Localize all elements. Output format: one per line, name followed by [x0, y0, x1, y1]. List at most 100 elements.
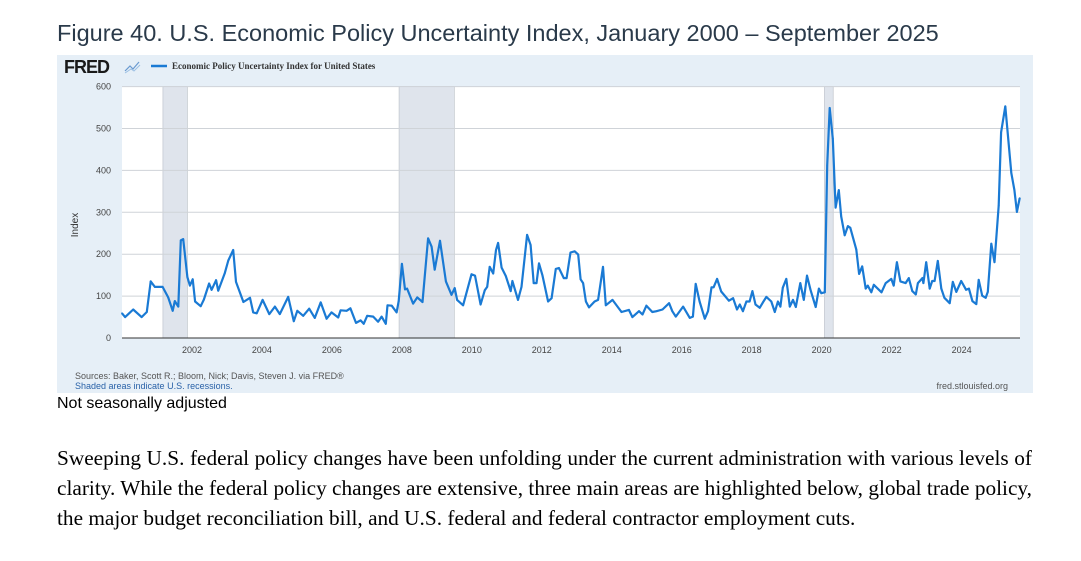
- data-point: [404, 288, 406, 291]
- data-point: [308, 307, 311, 310]
- data-point: [319, 301, 322, 304]
- data-point: [661, 308, 664, 311]
- data-point: [748, 300, 751, 303]
- data-point: [620, 311, 623, 313]
- data-point: [631, 316, 634, 318]
- data-point: [397, 300, 400, 302]
- data-point: [840, 215, 843, 218]
- data-point: [124, 316, 126, 318]
- x-tick-label: 2004: [252, 345, 272, 355]
- data-point: [249, 296, 251, 299]
- data-point: [831, 137, 834, 140]
- data-point: [781, 286, 784, 289]
- data-point: [716, 278, 718, 280]
- data-point: [655, 310, 658, 313]
- data-point: [742, 310, 744, 313]
- data-point: [366, 314, 369, 317]
- data-point: [745, 300, 748, 303]
- x-tick-label: 2024: [952, 345, 972, 355]
- data-point: [604, 304, 607, 307]
- data-point: [558, 267, 560, 269]
- data-point: [602, 265, 604, 268]
- data-point: [362, 322, 365, 325]
- data-point: [880, 291, 883, 294]
- data-point: [692, 315, 694, 318]
- data-point: [884, 282, 887, 284]
- data-point: [495, 249, 497, 251]
- data-point: [765, 296, 768, 298]
- data-point: [914, 293, 917, 296]
- data-point: [509, 290, 512, 292]
- data-point: [981, 294, 984, 297]
- data-point: [132, 308, 135, 311]
- data-point: [492, 272, 495, 275]
- recession-note: Shaded areas indicate U.S. recessions.: [75, 381, 233, 391]
- data-point: [500, 266, 503, 269]
- body-paragraph: Sweeping U.S. federal policy changes hav…: [57, 446, 1032, 530]
- x-tick-label: 2020: [812, 345, 832, 355]
- data-point: [820, 292, 823, 295]
- source-note: Sources: Baker, Scott R.; Bloom, Nick; D…: [75, 371, 344, 381]
- figure-title: Figure 40. U.S. Economic Policy Uncertai…: [57, 20, 939, 46]
- data-point: [965, 288, 967, 291]
- data-point: [145, 311, 148, 313]
- data-point: [864, 287, 867, 290]
- y-tick-label: 400: [96, 165, 111, 175]
- data-point: [638, 310, 640, 313]
- x-tick-label: 2002: [182, 345, 202, 355]
- data-point: [984, 296, 987, 299]
- data-point: [720, 290, 723, 293]
- data-point: [550, 297, 553, 300]
- data-point: [955, 291, 958, 293]
- data-point: [698, 300, 701, 303]
- data-point: [896, 261, 898, 264]
- data-point: [751, 290, 754, 292]
- data-point: [940, 287, 943, 290]
- data-point: [641, 313, 644, 316]
- data-point: [154, 286, 156, 288]
- data-point: [439, 239, 441, 242]
- data-point: [921, 277, 924, 279]
- data-point: [390, 304, 393, 307]
- y-tick-label: 100: [96, 291, 111, 301]
- data-point: [223, 272, 226, 274]
- data-point: [462, 304, 464, 307]
- data-point: [593, 300, 596, 303]
- data-point: [936, 260, 939, 262]
- data-point: [182, 238, 185, 241]
- data-point: [917, 282, 919, 284]
- data-point: [951, 281, 954, 283]
- data-point: [707, 310, 709, 313]
- data-point: [554, 268, 557, 270]
- data-point: [758, 306, 761, 309]
- data-point: [843, 234, 846, 237]
- data-point: [674, 315, 677, 318]
- data-point: [1016, 211, 1018, 213]
- data-point: [806, 274, 808, 277]
- data-point: [703, 317, 706, 320]
- x-tick-label: 2006: [322, 345, 342, 355]
- data-point: [372, 315, 375, 318]
- data-point: [770, 300, 773, 303]
- legend-label: Economic Policy Uncertainty Index for Un…: [172, 61, 376, 71]
- data-point: [899, 280, 902, 283]
- data-point: [278, 313, 281, 315]
- fred-chart: FRED Economic Policy Uncertainty Index f…: [57, 55, 1033, 393]
- data-point: [380, 315, 383, 318]
- data-point: [450, 293, 453, 296]
- fred-logo: FRED: [64, 57, 110, 77]
- data-point: [931, 280, 934, 282]
- data-point: [161, 286, 164, 288]
- data-point: [511, 280, 514, 282]
- data-point: [140, 316, 143, 318]
- data-point: [849, 226, 852, 229]
- data-point: [421, 301, 424, 303]
- data-point: [456, 299, 458, 301]
- data-point: [861, 265, 864, 268]
- site-link[interactable]: fred.stlouisfed.org: [936, 381, 1008, 391]
- data-point: [191, 278, 194, 281]
- data-point: [479, 303, 482, 306]
- data-point: [377, 320, 379, 323]
- data-point: [823, 291, 826, 294]
- data-point: [179, 239, 182, 242]
